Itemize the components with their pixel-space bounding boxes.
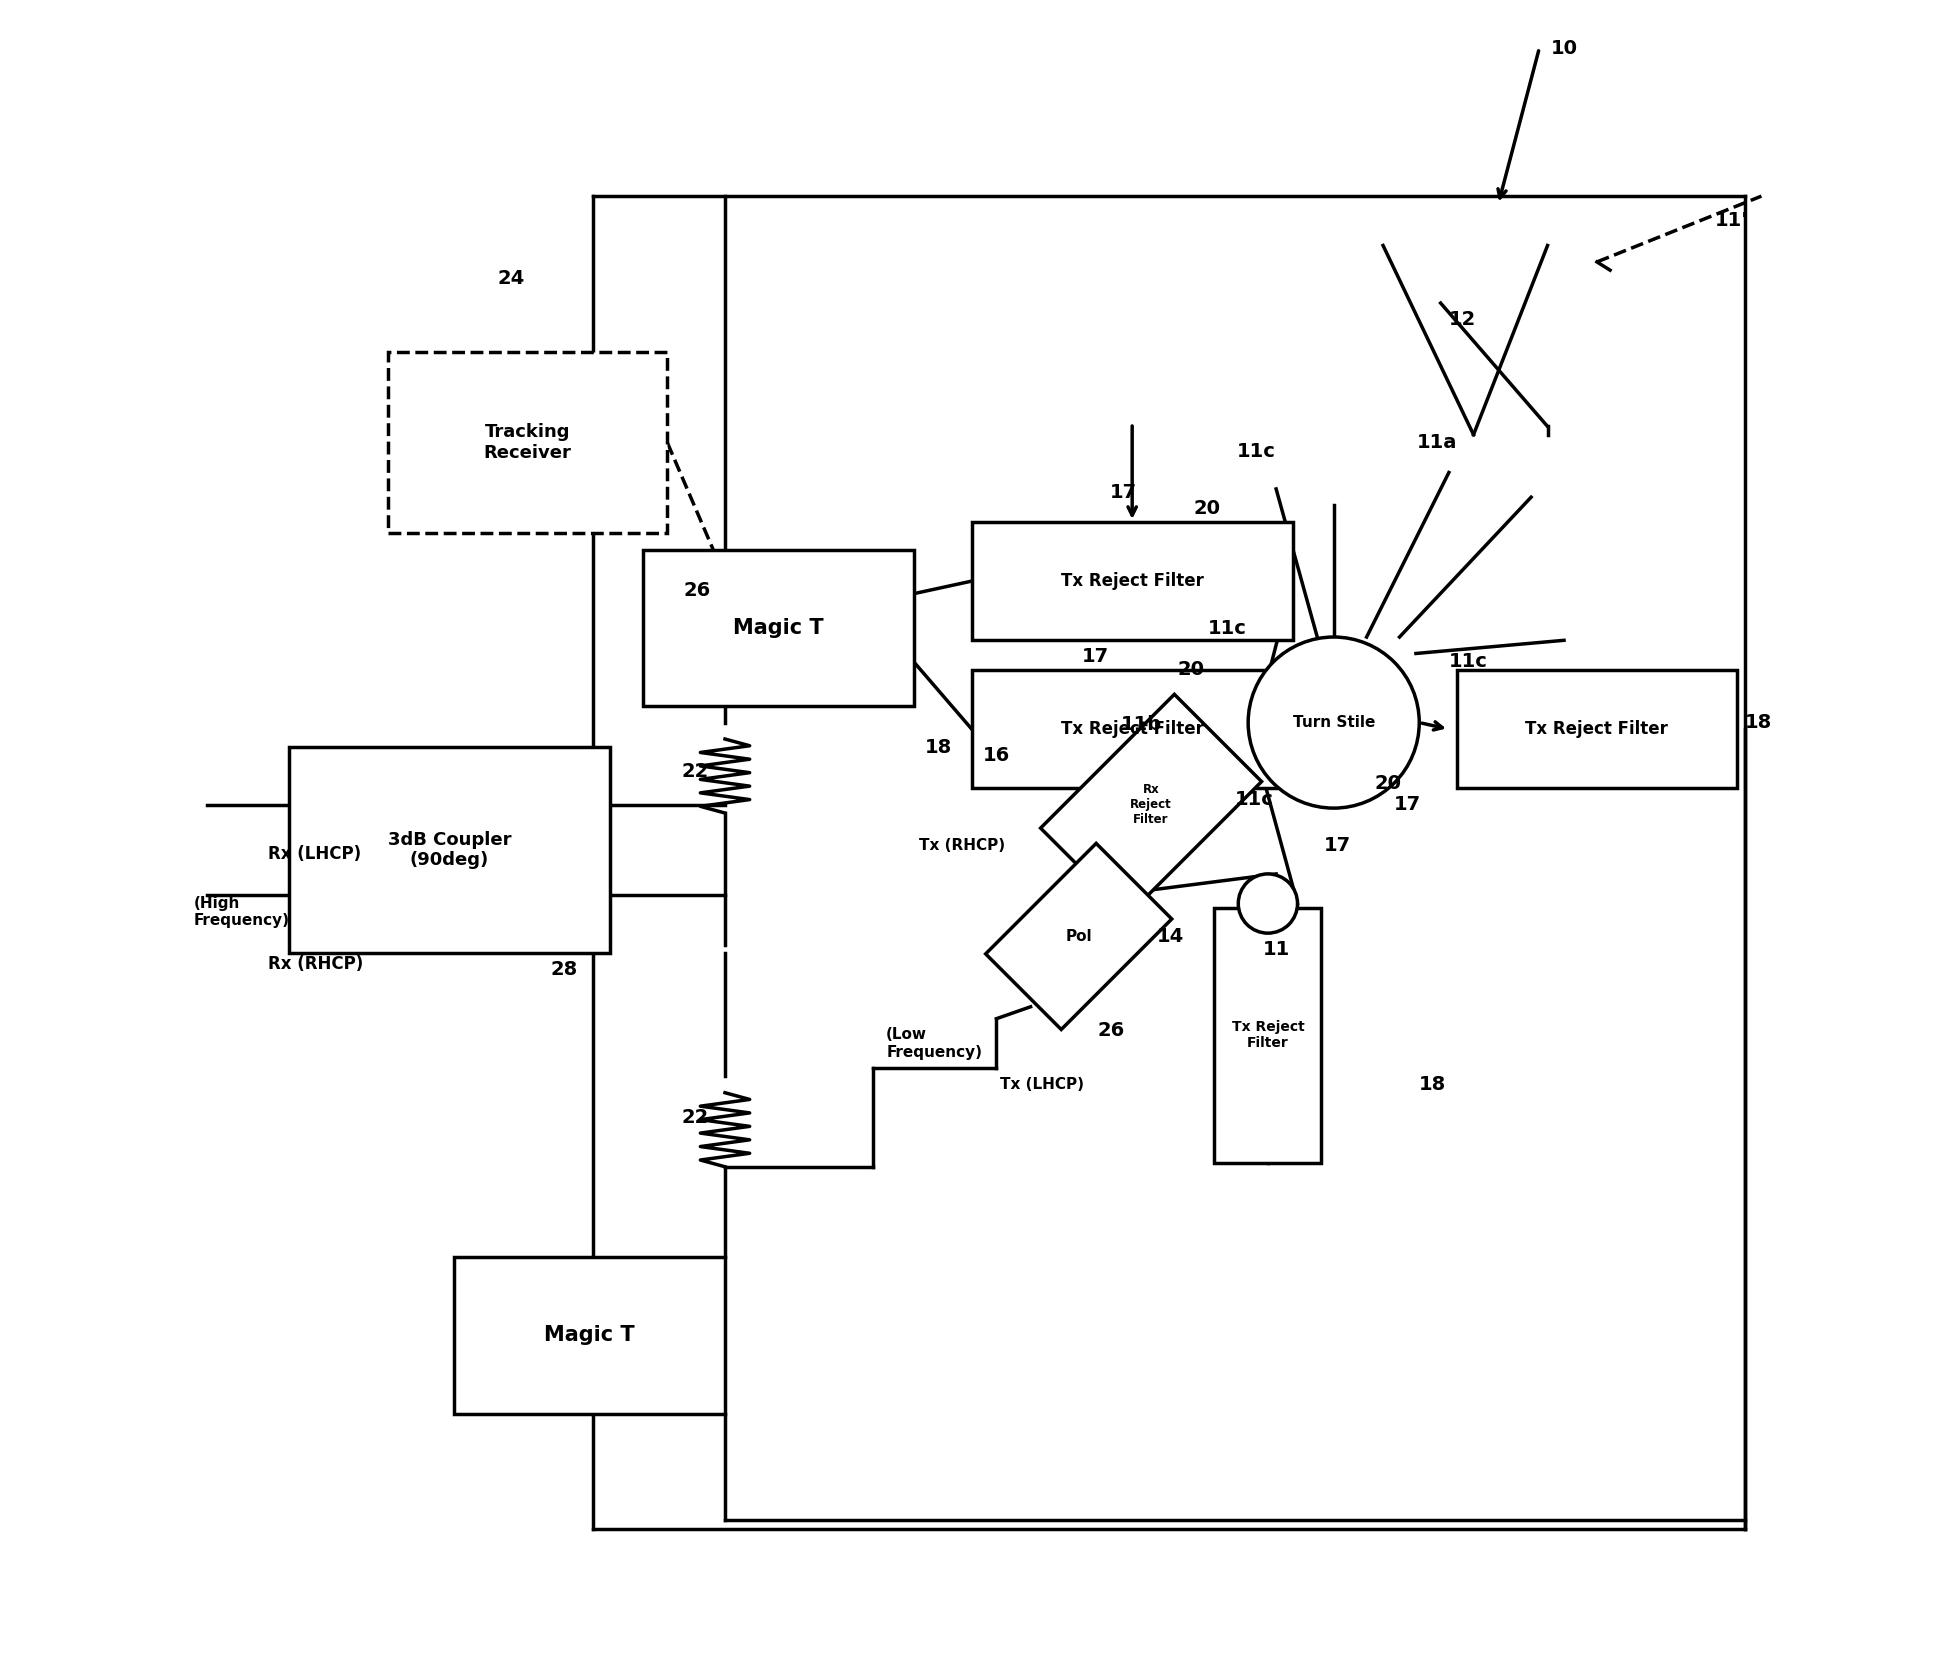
Text: 17: 17 <box>1082 647 1109 667</box>
Text: 16: 16 <box>982 747 1009 765</box>
FancyBboxPatch shape <box>972 670 1292 788</box>
Text: Tx Reject Filter: Tx Reject Filter <box>1525 720 1668 738</box>
Text: Rx (RHCP): Rx (RHCP) <box>269 956 363 974</box>
Text: 20: 20 <box>1178 660 1203 680</box>
Text: 11c: 11c <box>1235 790 1274 810</box>
Text: 18: 18 <box>1744 713 1772 732</box>
FancyBboxPatch shape <box>1041 695 1262 916</box>
Circle shape <box>1239 874 1298 932</box>
Text: 12: 12 <box>1448 310 1476 328</box>
Text: Tx Reject Filter: Tx Reject Filter <box>1060 720 1203 738</box>
Text: Turn Stile: Turn Stile <box>1292 715 1374 730</box>
Text: 18: 18 <box>1419 1075 1446 1093</box>
FancyBboxPatch shape <box>986 843 1172 1030</box>
Text: 20: 20 <box>1374 775 1401 793</box>
Text: 17: 17 <box>1323 836 1350 856</box>
Text: 17: 17 <box>1109 483 1137 501</box>
Text: Rx
Reject
Filter: Rx Reject Filter <box>1131 783 1172 826</box>
Text: 26: 26 <box>684 581 711 601</box>
Text: Tracking
Receiver: Tracking Receiver <box>484 423 572 463</box>
Text: 26: 26 <box>1098 1020 1125 1040</box>
Text: Tx Reject
Filter: Tx Reject Filter <box>1231 1020 1303 1050</box>
Text: 20: 20 <box>1194 499 1221 518</box>
Text: Magic T: Magic T <box>733 617 823 639</box>
Text: 11b: 11b <box>1121 715 1162 733</box>
Text: 22: 22 <box>682 1108 710 1126</box>
Circle shape <box>1249 637 1419 808</box>
Text: Pol: Pol <box>1066 929 1092 944</box>
Text: 11: 11 <box>1262 941 1290 959</box>
Text: (High
Frequency): (High Frequency) <box>194 896 290 927</box>
Text: Magic T: Magic T <box>545 1326 635 1345</box>
FancyBboxPatch shape <box>972 523 1292 640</box>
Text: Rx (LHCP): Rx (LHCP) <box>269 844 361 863</box>
FancyBboxPatch shape <box>288 747 610 952</box>
FancyBboxPatch shape <box>1456 670 1737 788</box>
FancyBboxPatch shape <box>1215 907 1321 1163</box>
Text: Tx (LHCP): Tx (LHCP) <box>1000 1077 1084 1092</box>
Text: 11a: 11a <box>1417 433 1458 453</box>
Text: 11c: 11c <box>1207 619 1247 639</box>
Text: 11c: 11c <box>1237 441 1276 461</box>
Text: Tx Reject Filter: Tx Reject Filter <box>1060 572 1203 591</box>
FancyBboxPatch shape <box>388 352 668 534</box>
Text: 18: 18 <box>925 738 953 757</box>
Text: 22: 22 <box>682 763 710 781</box>
Text: 11c: 11c <box>1448 652 1488 672</box>
Text: 24: 24 <box>498 269 525 289</box>
Text: 28: 28 <box>551 961 578 979</box>
Text: 17: 17 <box>1394 795 1421 815</box>
FancyBboxPatch shape <box>453 1258 725 1413</box>
Text: Tx (RHCP): Tx (RHCP) <box>919 838 1005 853</box>
Text: 3dB Coupler
(90deg): 3dB Coupler (90deg) <box>388 831 512 869</box>
Text: 11': 11' <box>1715 211 1748 231</box>
Text: 14: 14 <box>1156 927 1184 946</box>
Text: 10: 10 <box>1550 38 1578 58</box>
FancyBboxPatch shape <box>643 549 913 707</box>
Text: (Low
Frequency): (Low Frequency) <box>886 1027 982 1060</box>
